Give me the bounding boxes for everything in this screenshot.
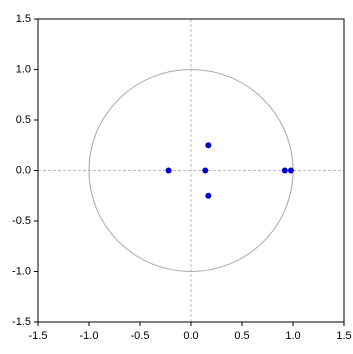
y-tick-label: 1.5 xyxy=(16,13,31,25)
y-tick-label: 0.5 xyxy=(16,114,31,126)
y-tick-label: -1.5 xyxy=(12,316,31,328)
point xyxy=(165,167,172,174)
y-tick-label: 1.0 xyxy=(16,63,31,75)
point xyxy=(205,142,212,149)
x-tick-label: -1.0 xyxy=(80,330,99,342)
x-tick-label: -1.5 xyxy=(29,330,48,342)
y-tick-label: -1.0 xyxy=(12,265,31,277)
y-tick-label: 0.0 xyxy=(16,164,31,176)
x-tick-label: 1.5 xyxy=(336,330,351,342)
x-tick-label: 1.0 xyxy=(285,330,300,342)
point xyxy=(202,167,209,174)
x-tick-label: 0.0 xyxy=(183,330,198,342)
point xyxy=(281,167,288,174)
x-tick-label: 0.5 xyxy=(234,330,249,342)
y-tick-label: -0.5 xyxy=(12,215,31,227)
x-tick-label: -0.5 xyxy=(131,330,150,342)
point xyxy=(205,192,212,199)
point xyxy=(287,167,294,174)
